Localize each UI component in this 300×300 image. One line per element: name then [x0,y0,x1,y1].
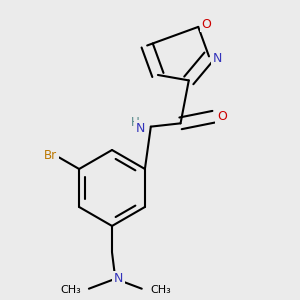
Text: CH₃: CH₃ [60,285,81,296]
Text: N: N [114,272,123,285]
Text: Br: Br [44,149,58,162]
Text: N: N [136,122,145,135]
Text: N: N [212,52,222,64]
Text: O: O [217,110,227,123]
Text: O: O [202,18,212,31]
Text: H: H [130,116,139,129]
Text: CH₃: CH₃ [150,285,171,296]
